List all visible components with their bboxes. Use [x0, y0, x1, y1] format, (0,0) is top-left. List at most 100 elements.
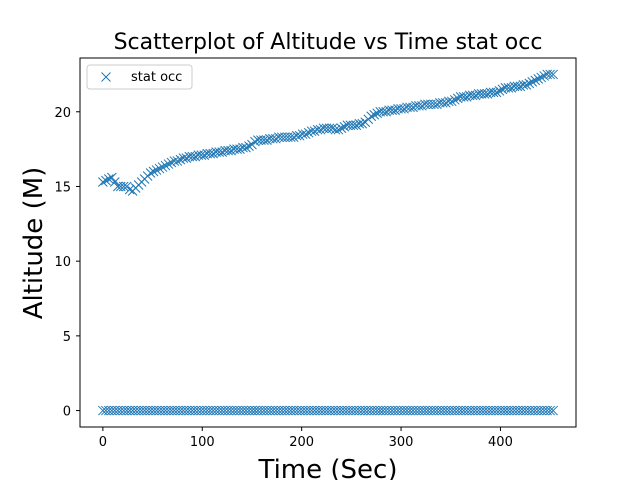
points-layer [98, 69, 558, 416]
data-point [548, 69, 558, 80]
data-point [536, 72, 547, 83]
data-point [306, 126, 317, 137]
legend: stat occ [86, 64, 193, 90]
data-point [414, 100, 424, 111]
data-point [399, 103, 409, 114]
data-point [491, 87, 502, 98]
data-point [357, 118, 368, 129]
data-point [226, 145, 236, 156]
y-axis-label: Altitude (M) [19, 167, 49, 320]
data-point [235, 144, 245, 154]
data-point [309, 126, 320, 137]
data-point [223, 145, 233, 156]
data-point [458, 91, 469, 102]
data-point [348, 120, 359, 131]
data-point [291, 130, 302, 141]
data-point [378, 106, 389, 117]
data-point [259, 135, 269, 146]
data-point [381, 106, 392, 117]
data-point [339, 121, 350, 132]
data-point [303, 127, 314, 138]
data-point [196, 150, 207, 160]
data-point [408, 102, 418, 113]
y-tick-label: 15 [54, 180, 71, 195]
data-point [440, 97, 451, 108]
x-tick-label: 0 [99, 435, 107, 450]
data-point [238, 142, 248, 153]
data-point [494, 86, 505, 96]
data-point [190, 151, 201, 162]
data-point [232, 144, 242, 154]
data-point [244, 141, 254, 151]
legend-marker-x [101, 72, 111, 82]
data-point [372, 108, 383, 119]
data-point [297, 129, 308, 140]
data-point [390, 105, 400, 116]
x-tick-label: 300 [389, 435, 414, 450]
data-point [285, 132, 296, 143]
data-point [262, 135, 272, 146]
data-point [467, 90, 478, 101]
data-point [336, 123, 347, 134]
data-point [181, 153, 192, 163]
data-point [154, 163, 165, 174]
data-point [169, 156, 180, 166]
data-point [506, 83, 517, 93]
data-point [396, 103, 406, 114]
chart-title: Scatterplot of Altitude vs Time stat occ [114, 30, 543, 55]
x-axis-ticks: 0 100 200 300 400 [99, 427, 513, 450]
x-tick-label: 200 [289, 435, 314, 450]
data-point [470, 90, 481, 101]
data-point [545, 69, 556, 80]
data-point [178, 153, 189, 163]
data-point [482, 89, 493, 99]
data-point [205, 148, 216, 159]
data-point [175, 154, 186, 165]
data-point [98, 177, 108, 187]
data-point [351, 120, 362, 131]
data-point [429, 99, 439, 110]
data-point [443, 96, 454, 107]
data-point [100, 175, 111, 186]
data-point [512, 81, 523, 92]
data-point [109, 177, 120, 187]
y-tick-label: 20 [54, 106, 71, 121]
data-point [267, 133, 278, 144]
y-tick-label: 10 [54, 255, 71, 270]
data-point [515, 81, 526, 92]
data-point [548, 405, 558, 416]
y-axis-ticks: 0 5 10 15 20 [54, 106, 80, 420]
data-point [250, 136, 260, 147]
data-point [545, 405, 556, 416]
data-point [157, 162, 168, 172]
data-point [327, 123, 338, 134]
legend-marker-cross [101, 72, 111, 82]
data-point [527, 77, 538, 87]
data-point [106, 172, 117, 183]
data-point [187, 151, 198, 162]
data-point [524, 78, 535, 89]
data-point [369, 109, 380, 120]
data-point [288, 132, 299, 143]
data-point [217, 147, 227, 157]
legend-label: stat occ [131, 70, 182, 85]
data-point [315, 124, 326, 135]
data-point [214, 147, 225, 157]
data-point [330, 124, 341, 135]
data-point [163, 159, 174, 169]
data-point [151, 165, 162, 175]
data-point [354, 118, 365, 129]
data-point [521, 80, 532, 90]
data-point [333, 124, 344, 135]
data-point [518, 80, 529, 90]
y-tick-label: 0 [63, 405, 71, 420]
data-point [479, 89, 490, 99]
data-point [539, 71, 550, 81]
x-tick-label: 100 [190, 435, 215, 450]
data-point [366, 111, 377, 122]
data-point [166, 157, 177, 168]
data-point [503, 83, 514, 93]
data-point [488, 87, 499, 98]
data-point [497, 84, 508, 95]
data-point [533, 74, 544, 84]
